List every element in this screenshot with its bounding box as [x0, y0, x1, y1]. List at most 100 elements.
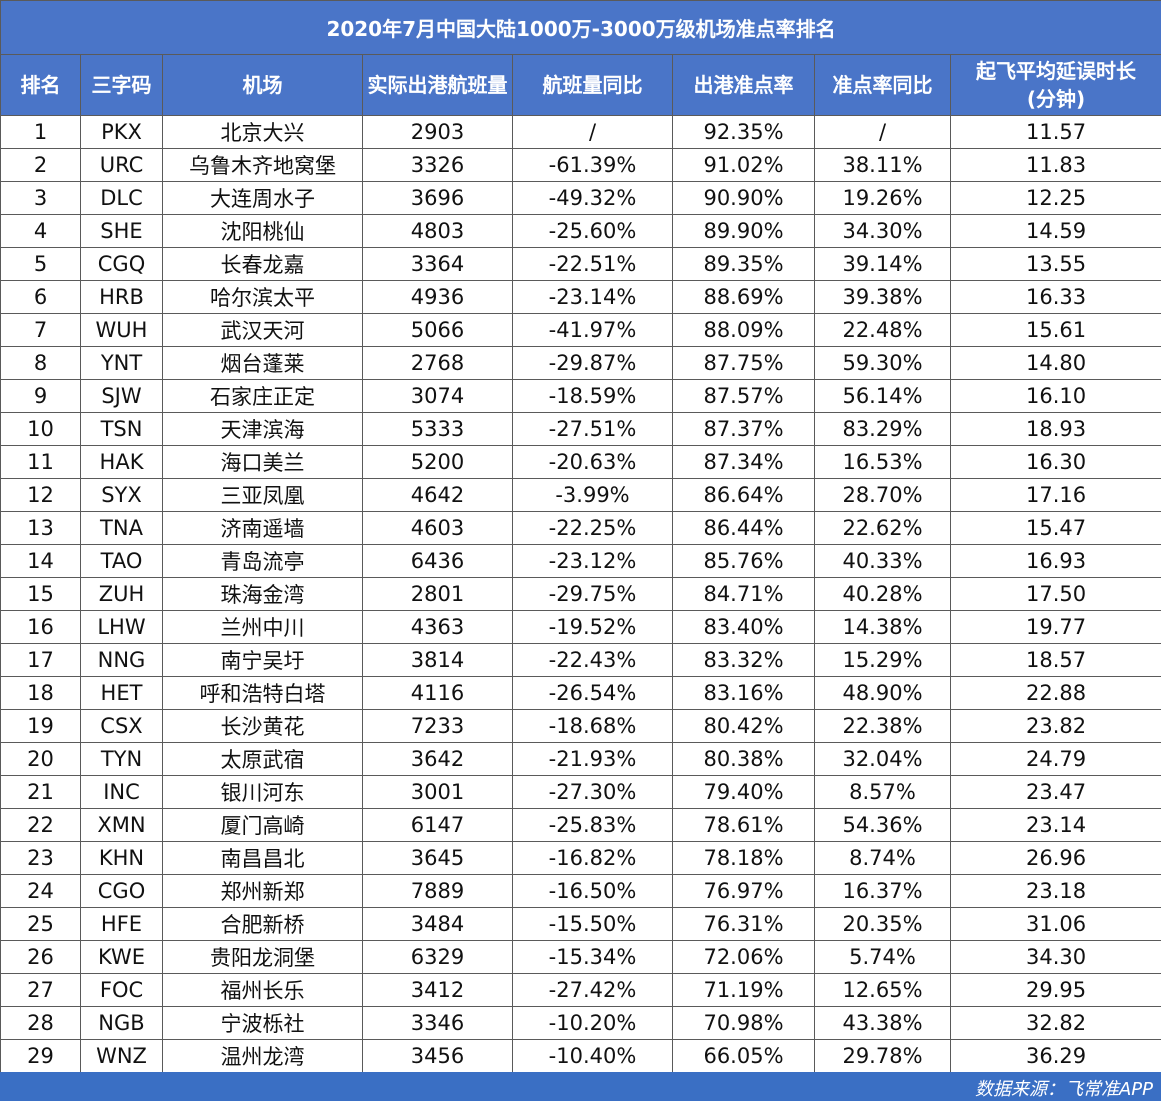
table-row: 6 HRB 哈尔滨太平 4936 -23.14% 88.69% 39.38% 16.33 — [0, 280, 1161, 314]
ontime-rate-cell: 86.44% — [672, 511, 815, 545]
table-row: 18 HET 呼和浩特白塔 4116 -26.54% 83.16% 48.90% 22.88 — [0, 676, 1161, 710]
avg-delay-cell: 16.93 — [949, 544, 1161, 578]
ontime-rate-cell: 78.61% — [672, 808, 815, 842]
avg-delay-cell: 34.30 — [949, 940, 1161, 974]
rate-yoy-cell: 28.70% — [814, 478, 951, 512]
ontime-rate-cell: 87.34% — [672, 445, 815, 479]
airport-cell: 北京大兴 — [162, 115, 363, 149]
flights-cell: 2768 — [362, 346, 513, 380]
rank-cell: 22 — [0, 808, 81, 842]
rate-yoy-cell: 29.78% — [814, 1039, 951, 1073]
flights-yoy-cell: -10.20% — [512, 1006, 673, 1040]
rate-yoy-cell: 38.11% — [814, 148, 951, 182]
rank-cell: 5 — [0, 247, 81, 281]
footer-bar: 数据来源：飞常准APP — [0, 1072, 1161, 1101]
rank-cell: 16 — [0, 610, 81, 644]
table-row: 3 DLC 大连周水子 3696 -49.32% 90.90% 19.26% 12.25 — [0, 181, 1161, 215]
airport-cell: 福州长乐 — [162, 973, 363, 1007]
title-row: 2020年7月中国大陆1000万-3000万级机场准点率排名 — [0, 0, 1161, 55]
rate-yoy-cell: 20.35% — [814, 907, 951, 941]
avg-delay-cell: 29.95 — [949, 973, 1161, 1007]
flights-yoy-cell: / — [512, 115, 673, 149]
flights-cell: 3001 — [362, 775, 513, 809]
ontime-rate-cell: 66.05% — [672, 1039, 815, 1073]
flights-yoy-cell: -15.34% — [512, 940, 673, 974]
table-row: 23 KHN 南昌昌北 3645 -16.82% 78.18% 8.74% 26.96 — [0, 841, 1161, 875]
rank-cell: 8 — [0, 346, 81, 380]
table-row: 1 PKX 北京大兴 2903/92.35%/11.57 — [0, 115, 1161, 149]
ontime-rate-cell: 76.31% — [672, 907, 815, 941]
airport-cell: 烟台蓬莱 — [162, 346, 363, 380]
flights-cell: 3642 — [362, 742, 513, 776]
code-cell: TYN — [80, 742, 163, 776]
flights-yoy-cell: -49.32% — [512, 181, 673, 215]
flights-yoy-cell: -23.12% — [512, 544, 673, 578]
flights-cell: 3074 — [362, 379, 513, 413]
header-avg-delay-line1: 起飞平均延误时长 — [976, 59, 1137, 83]
header-code: 三字码 — [80, 54, 163, 116]
code-cell: TNA — [80, 511, 163, 545]
table-row: 20 TYN 太原武宿 3642 -21.93% 80.38% 32.04% 24.79 — [0, 742, 1161, 776]
flights-yoy-cell: -18.59% — [512, 379, 673, 413]
avg-delay-cell: 36.29 — [949, 1039, 1161, 1073]
code-cell: SYX — [80, 478, 163, 512]
table-row: 27 FOC 福州长乐 3412 -27.42% 71.19% 12.65% 29.95 — [0, 973, 1161, 1007]
flights-cell: 4363 — [362, 610, 513, 644]
flights-cell: 4603 — [362, 511, 513, 545]
table-row: 29 WNZ 温州龙湾 3456 -10.40% 66.05% 29.78% 36.29 — [0, 1039, 1161, 1073]
flights-yoy-cell: -19.52% — [512, 610, 673, 644]
avg-delay-cell: 32.82 — [949, 1006, 1161, 1040]
code-cell: URC — [80, 148, 163, 182]
airport-cell: 南宁吴圩 — [162, 643, 363, 677]
ontime-rate-cell: 89.90% — [672, 214, 815, 248]
airport-cell: 济南遥墙 — [162, 511, 363, 545]
flights-cell: 7233 — [362, 709, 513, 743]
rank-cell: 3 — [0, 181, 81, 215]
rate-yoy-cell: 43.38% — [814, 1006, 951, 1040]
rate-yoy-cell: 22.62% — [814, 511, 951, 545]
table-row: 4 SHE 沈阳桃仙 4803 -25.60% 89.90% 34.30% 14.59 — [0, 214, 1161, 248]
flights-yoy-cell: -61.39% — [512, 148, 673, 182]
rank-cell: 7 — [0, 313, 81, 347]
ontime-rate-cell: 79.40% — [672, 775, 815, 809]
rate-yoy-cell: 40.33% — [814, 544, 951, 578]
header-avg-delay-line2: (分钟) — [1026, 87, 1086, 111]
ontime-rate-cell: 83.16% — [672, 676, 815, 710]
rank-cell: 21 — [0, 775, 81, 809]
flights-yoy-cell: -25.83% — [512, 808, 673, 842]
table-row: 15 ZUH 珠海金湾 2801 -29.75% 84.71% 40.28% 17.50 — [0, 577, 1161, 611]
airport-cell: 南昌昌北 — [162, 841, 363, 875]
airport-cell: 太原武宿 — [162, 742, 363, 776]
flights-cell: 6147 — [362, 808, 513, 842]
table-row: 9 SJW 石家庄正定 3074 -18.59% 87.57% 56.14% 16.10 — [0, 379, 1161, 413]
avg-delay-cell: 17.16 — [949, 478, 1161, 512]
flights-yoy-cell: -27.42% — [512, 973, 673, 1007]
rank-cell: 19 — [0, 709, 81, 743]
avg-delay-cell: 23.18 — [949, 874, 1161, 908]
flights-yoy-cell: -10.40% — [512, 1039, 673, 1073]
flights-yoy-cell: -26.54% — [512, 676, 673, 710]
avg-delay-cell: 11.83 — [949, 148, 1161, 182]
rank-cell: 18 — [0, 676, 81, 710]
code-cell: NGB — [80, 1006, 163, 1040]
ontime-rate-cell: 88.09% — [672, 313, 815, 347]
rate-yoy-cell: 22.38% — [814, 709, 951, 743]
rank-cell: 17 — [0, 643, 81, 677]
table-row: 11 HAK 海口美兰 5200 -20.63% 87.34% 16.53% 16.30 — [0, 445, 1161, 479]
code-cell: WUH — [80, 313, 163, 347]
flights-yoy-cell: -23.14% — [512, 280, 673, 314]
rate-yoy-cell: 14.38% — [814, 610, 951, 644]
rate-yoy-cell: 8.74% — [814, 841, 951, 875]
table-row: 28 NGB 宁波栎社 3346 -10.20% 70.98% 43.38% 32.82 — [0, 1006, 1161, 1040]
flights-yoy-cell: -22.25% — [512, 511, 673, 545]
ontime-rate-cell: 85.76% — [672, 544, 815, 578]
flights-yoy-cell: -21.93% — [512, 742, 673, 776]
flights-yoy-cell: -41.97% — [512, 313, 673, 347]
airport-cell: 宁波栎社 — [162, 1006, 363, 1040]
airport-cell: 合肥新桥 — [162, 907, 363, 941]
flights-cell: 3346 — [362, 1006, 513, 1040]
rank-cell: 28 — [0, 1006, 81, 1040]
airport-cell: 温州龙湾 — [162, 1039, 363, 1073]
flights-cell: 3484 — [362, 907, 513, 941]
table-row: 21 INC 银川河东 3001 -27.30% 79.40% 8.57% 23.47 — [0, 775, 1161, 809]
